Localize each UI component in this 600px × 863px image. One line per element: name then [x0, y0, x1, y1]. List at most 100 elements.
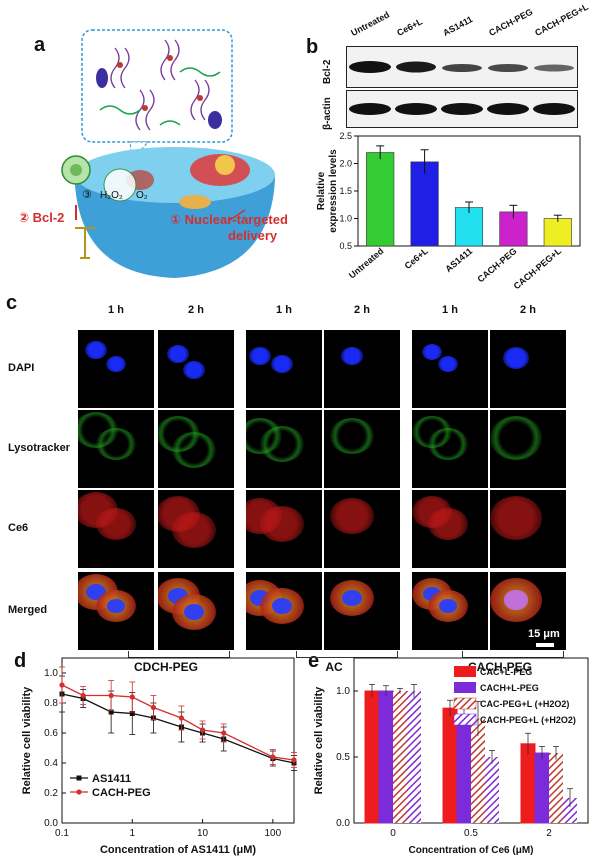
cell-signal	[96, 428, 136, 460]
bcl2-band	[488, 64, 528, 72]
data-point	[270, 754, 276, 760]
actin-band	[349, 103, 391, 115]
bar	[543, 218, 572, 247]
x-tick-label: 100	[264, 828, 281, 839]
cell-signal	[503, 347, 529, 369]
cell-signal	[428, 508, 468, 540]
h2o2-label: H₂O₂	[100, 190, 123, 201]
micrograph-dapi	[158, 330, 234, 408]
y-axis-label: Relativeexpression levels	[316, 149, 339, 233]
cell-signal	[330, 498, 374, 534]
y-axis-label: Relative cell viability	[313, 686, 325, 794]
cell-signal	[330, 418, 374, 454]
cell-signal	[172, 432, 216, 468]
panel-d-label: d	[14, 650, 27, 672]
nucleus-signal	[272, 597, 292, 615]
bar	[366, 152, 395, 247]
bar	[407, 691, 421, 823]
organelle-shape	[179, 195, 211, 209]
panel-a-schematic: ② Bcl-2 ① Nuclear-targeted delivery ③ H₂…	[20, 29, 288, 278]
legend-marker	[76, 775, 82, 781]
cell-signal	[428, 428, 468, 460]
micrograph-merged	[490, 572, 566, 650]
data-point	[59, 682, 65, 688]
legend-label: AS1411	[92, 773, 131, 785]
y-tick-label: 1.0	[339, 214, 352, 224]
x-tick-label: 0.5	[464, 828, 478, 839]
bar	[520, 743, 536, 824]
y-tick-label: 0.8	[44, 698, 58, 709]
row-label: Ce6	[8, 522, 29, 534]
bcl2-band	[349, 61, 391, 73]
y-tick-label: 0.6	[44, 728, 58, 739]
data-point	[178, 715, 185, 721]
scale-bar-label: 15 μm	[528, 628, 560, 640]
micrograph-dapi	[78, 330, 154, 408]
row-label: DAPI	[8, 362, 35, 374]
micrograph-ce6	[158, 490, 234, 568]
micrograph-merged	[246, 572, 322, 650]
bcl2-inhibit-symbol	[75, 227, 95, 259]
panel-b-label: b	[306, 36, 319, 58]
micrograph-lysotracker	[412, 410, 488, 488]
group-label: CDCH-PEG	[133, 660, 198, 674]
bar	[393, 691, 407, 823]
data-point	[108, 692, 114, 699]
bar	[454, 207, 484, 247]
y-tick-label: 1.5	[339, 186, 352, 196]
step-bcl2-label: ② Bcl-2	[20, 210, 64, 225]
y-tick-label: 0.4	[44, 758, 58, 769]
bar	[456, 715, 472, 824]
x-tick-label: 10	[197, 828, 209, 839]
y-axis-label: Relative cell viability	[21, 686, 33, 794]
legend-label: CACH-PEG+L (+H2O2)	[480, 715, 576, 725]
micrograph-lysotracker	[324, 410, 400, 488]
micrograph-merged	[158, 572, 234, 650]
ce6-dots	[117, 55, 203, 111]
nanoparticle-in-cell	[103, 168, 137, 202]
micrograph-merged	[324, 572, 400, 650]
cell-signal	[96, 508, 136, 540]
micrograph-ce6	[324, 490, 400, 568]
bar	[471, 718, 485, 823]
y-tick-label: 0.5	[339, 241, 352, 251]
legend-swatch	[454, 666, 476, 677]
nucleolus-shape	[215, 155, 235, 175]
legend-marker	[76, 789, 82, 795]
data-point	[221, 730, 227, 736]
actin-blot	[346, 90, 578, 128]
series-line	[61, 684, 295, 761]
data-point	[199, 727, 206, 733]
bar	[485, 757, 499, 823]
data-point	[129, 694, 135, 700]
actin-band	[487, 103, 529, 115]
bcl2-proteins	[96, 68, 222, 129]
y-tick-label: 2.0	[339, 159, 352, 169]
cell-signal	[490, 496, 542, 540]
cell-signal	[172, 512, 216, 548]
micrograph-dapi	[246, 330, 322, 408]
y-axis-label-line: Relative	[316, 171, 327, 210]
time-label: 1 h	[108, 304, 124, 316]
time-label: 2 h	[188, 304, 204, 316]
group-label: AC	[325, 660, 343, 674]
panel-a-label: a	[34, 34, 46, 56]
chart-e: 0.0 0.5 1.0 0 0.5 2 CAC+L-PEG CACH+L-PEG CAC-PEG…	[313, 657, 589, 856]
actin-band	[533, 103, 575, 115]
scale-bar	[536, 643, 554, 647]
y-tick-label: 0.0	[44, 818, 58, 829]
nucleus-signal	[184, 603, 204, 621]
nucleus-signal	[439, 598, 457, 614]
y-tick-label: 1.0	[336, 686, 350, 697]
cell-signal	[422, 344, 442, 360]
legend-label: CACH+L-PEG	[480, 683, 539, 693]
micrograph-ce6	[412, 490, 488, 568]
nuclear-arrow	[229, 209, 246, 221]
chart-d-frame	[61, 657, 295, 824]
cell-signal	[260, 426, 304, 462]
cell-signal	[260, 506, 304, 542]
nucleus-signal	[107, 598, 125, 614]
micrograph-dapi	[412, 330, 488, 408]
bcl2-band	[442, 64, 482, 72]
micrograph-ce6	[490, 490, 566, 568]
